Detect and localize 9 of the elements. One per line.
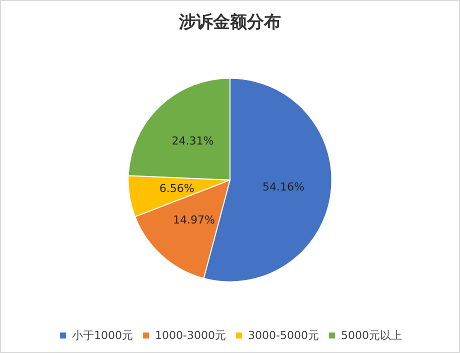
data-label: 6.56%: [159, 182, 194, 196]
data-label: 54.16%: [262, 180, 304, 194]
legend-label: 5000元以上: [340, 329, 402, 342]
chart-title: 涉诉金额分布: [178, 12, 281, 32]
data-label: 24.31%: [172, 134, 214, 148]
legend-label: 3000-5000元: [248, 329, 319, 342]
legend-label: 小于1000元: [72, 329, 134, 342]
legend-label: 1000-3000元: [155, 329, 226, 342]
data-label: 14.97%: [173, 214, 215, 227]
